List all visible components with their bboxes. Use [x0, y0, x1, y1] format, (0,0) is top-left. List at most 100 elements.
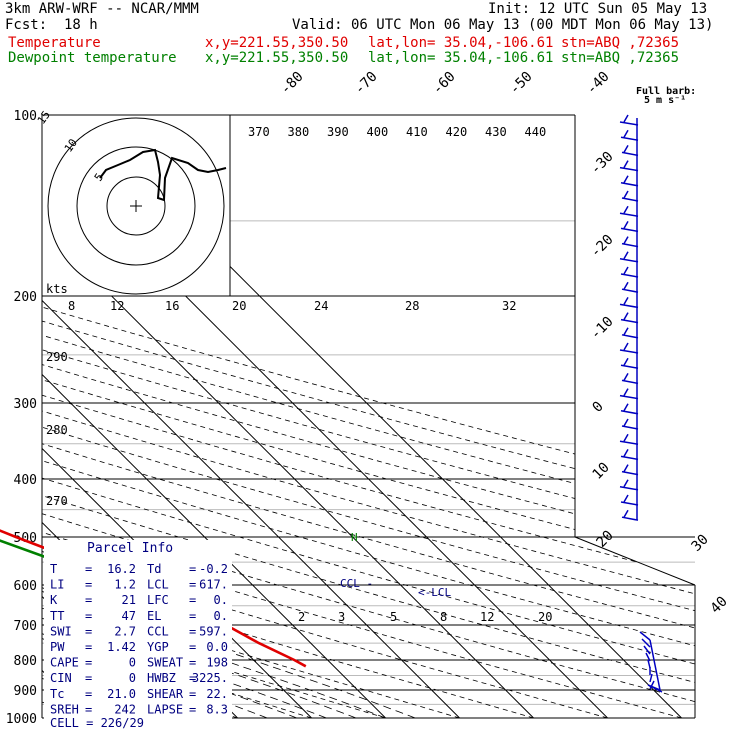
parcel-value: 21: [122, 593, 136, 607]
parcel-eq: =: [189, 593, 196, 607]
parcel-cell: CELL = 226/29: [50, 716, 144, 730]
parcel-eq: =: [189, 702, 196, 716]
init-time: Init: 12 UTC Sun 05 May 13: [488, 1, 708, 17]
wind-barb-flag: [623, 388, 629, 396]
wind-barb-flag: [623, 251, 629, 260]
parcel-eq: =: [85, 624, 92, 638]
wind-barb-flag: [623, 266, 629, 275]
wind-barb: [621, 197, 639, 202]
dry-adiabat: [42, 115, 386, 718]
wind-barb: [621, 379, 639, 385]
wind-barb-flag: [623, 205, 629, 214]
parcel-value: 1.42: [107, 640, 136, 654]
wind-barb-flag: [623, 327, 629, 336]
theta-label: 420: [446, 125, 468, 139]
wind-barb: [621, 516, 639, 521]
wind-barb: [619, 486, 639, 491]
fcst-label: Fcst:: [5, 17, 48, 33]
parcel-eq: =: [85, 656, 92, 670]
isotherm-line: [42, 115, 460, 718]
parcel-value: 0: [129, 656, 136, 670]
mixing-ratio-label: 24: [314, 299, 328, 313]
wind-barb-lower: [643, 645, 651, 655]
isotherm-label: -80: [278, 69, 307, 98]
wind-barb-flag: [623, 221, 629, 229]
parcel-key2: HWBZ: [147, 671, 176, 685]
fcst-value: 18 h: [64, 17, 98, 33]
parcel-key2: SHEAR: [147, 687, 184, 701]
parcel-value: 2.7: [114, 624, 136, 638]
parcel-title: Parcel Info: [87, 541, 173, 556]
wind-barb: [619, 166, 639, 172]
mixing-ratio-label: 20: [232, 299, 246, 313]
parcel-value2: 617.: [199, 578, 228, 592]
wind-barb-flag: [623, 312, 629, 320]
parcel-value: 242: [114, 702, 136, 716]
isotherm-label: -50: [507, 69, 536, 98]
wind-barb: [620, 410, 639, 415]
isotherm-label: -10: [588, 314, 617, 343]
parcel-value2: 198: [206, 656, 228, 670]
wind-barb-flag: [623, 418, 629, 427]
theta-label-left: 280: [46, 423, 68, 437]
parcel-value: 16.2: [107, 562, 136, 576]
parcel-key: SREH: [50, 702, 79, 716]
parcel-key: T: [50, 562, 57, 576]
dewpoint-stn: stn=ABQ ,72365: [561, 50, 680, 66]
parcel-key: Tc: [50, 687, 64, 701]
mixing-ratio-label: 28: [405, 299, 419, 313]
parcel-eq: =: [189, 578, 196, 592]
parcel-eq: =: [189, 687, 196, 701]
theta-label: 390: [327, 125, 349, 139]
pressure-label: 100: [14, 109, 37, 124]
wind-barb-lower: [649, 673, 653, 683]
isotherm-label: -60: [430, 69, 459, 98]
theta-label: 370: [248, 125, 270, 139]
wind-barb: [619, 258, 639, 263]
theta-label: 410: [406, 125, 428, 139]
theta-label: 440: [525, 125, 547, 139]
parcel-eq: =: [85, 578, 92, 592]
wind-barb: [620, 318, 639, 324]
wind-barb-flag: [623, 433, 629, 442]
wind-barb: [619, 212, 639, 217]
wind-barb: [621, 288, 639, 293]
parcel-box: [44, 540, 232, 722]
wind-barb-flag: [623, 297, 629, 305]
parcel-key: SWI: [50, 624, 72, 638]
dry-adiabat: [42, 115, 695, 718]
wind-barb-flag: [623, 479, 629, 488]
wind-barb-flag: [623, 509, 629, 518]
valid-time: Valid: 06 UTC Mon 06 May 13 (00 MDT Mon …: [292, 17, 714, 33]
parcel-eq: =: [189, 609, 196, 623]
wind-barb-flag: [623, 190, 629, 199]
parcel-key: PW: [50, 640, 65, 654]
dewpoint-latlon: lat,lon= 35.04,-106.61: [368, 50, 554, 66]
pressure-label: 700: [14, 619, 37, 634]
dry-adiabat: [42, 115, 534, 718]
right-axis-lower: [574, 536, 696, 586]
parcel-value2: 3225.: [192, 671, 228, 685]
parcel-value: 47: [122, 609, 136, 623]
lfc-marker: H: [351, 531, 358, 544]
dry-adiabat: [42, 115, 695, 718]
parcel-key2: YGP: [147, 640, 169, 654]
wind-barb-flag: [623, 403, 629, 412]
mixing-ratio-label: 3: [338, 610, 345, 624]
hodograph-ring: [47, 117, 225, 295]
wind-barb: [620, 182, 639, 187]
isotherm-line: [42, 115, 386, 718]
wind-barb: [620, 273, 639, 278]
wind-barb-flag: [623, 145, 629, 153]
parcel-key: CAPE: [50, 656, 79, 670]
wind-barb-flag: [623, 373, 629, 381]
parcel-eq: =: [85, 671, 92, 685]
pressure-label: 1000: [6, 712, 37, 727]
wind-barb-lower: [647, 639, 663, 693]
wind-barb: [621, 334, 639, 339]
dry-adiabat: [42, 115, 695, 718]
parcel-value: 0: [129, 671, 136, 685]
dry-adiabat: [42, 115, 695, 718]
theta-label: 430: [485, 125, 507, 139]
wind-barb: [620, 136, 639, 141]
